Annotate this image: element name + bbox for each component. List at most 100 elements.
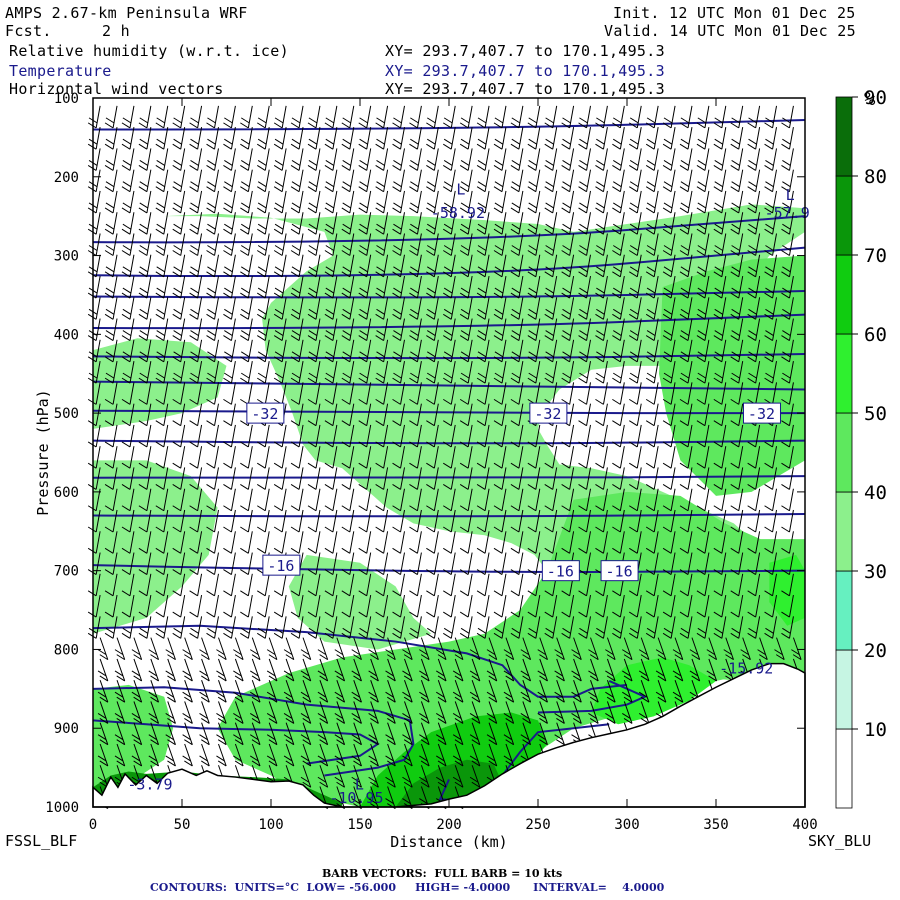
wind-barb	[738, 467, 744, 490]
wind-barb	[112, 212, 118, 235]
wind-barb	[247, 594, 253, 618]
wind-barb-flag	[138, 484, 148, 490]
wind-barb-flag	[206, 250, 215, 256]
wind-barb-flag	[522, 654, 531, 661]
wind-barb	[387, 701, 396, 724]
wind-barb	[725, 637, 734, 660]
wind-barb-flag	[273, 632, 283, 639]
wind-barb-flag	[645, 250, 655, 256]
wind-barb	[230, 424, 236, 448]
wind-barb-flag	[748, 308, 757, 315]
wind-barb-flag	[351, 734, 360, 741]
wind-barb	[315, 233, 321, 256]
wind-barb-flag	[476, 143, 486, 150]
wind-barb-flag	[629, 117, 639, 124]
wind-barb	[146, 339, 152, 362]
wind-barb-flag	[443, 207, 452, 214]
wind-barb-flag	[629, 250, 638, 256]
wind-barb-flag	[274, 351, 284, 358]
wind-barb	[788, 361, 794, 384]
wind-barb-flag	[527, 569, 537, 575]
wind-barb-flag	[459, 313, 469, 320]
wind-barb-flag	[138, 505, 148, 512]
wind-barb-flag	[317, 691, 327, 698]
wind-barb	[349, 105, 355, 128]
wind-barb-flag	[503, 670, 513, 677]
wind-barb-flag	[104, 632, 114, 639]
wind-barb	[488, 658, 498, 682]
wind-barb-flag	[747, 313, 756, 320]
wind-barb	[501, 190, 507, 214]
wind-barb	[670, 148, 676, 171]
wind-barb-flag	[104, 335, 114, 342]
wind-barb-flag	[595, 228, 604, 235]
wind-barb-flag	[104, 143, 114, 150]
wind-barb	[180, 169, 186, 192]
wind-barb-flag	[249, 755, 259, 762]
wind-barb-flag	[155, 292, 165, 299]
wind-barb-flag	[190, 223, 199, 230]
wind-barb	[484, 424, 490, 448]
wind-barb-flag	[454, 675, 464, 682]
wind-barb	[704, 488, 710, 511]
wind-barb	[112, 616, 118, 639]
wind-barb-flag	[268, 739, 278, 746]
colorbar-bin	[835, 728, 853, 809]
wind-barb	[247, 212, 253, 235]
wind-barb-flag	[588, 670, 597, 677]
wind-barb-flag	[476, 186, 486, 193]
wind-barb	[298, 573, 304, 596]
wind-barb-flag	[443, 143, 452, 150]
wind-barb-flag	[629, 245, 639, 251]
wind-barb-flag	[503, 713, 513, 719]
wind-barb	[704, 552, 710, 575]
wind-barb	[163, 212, 169, 235]
wind-barb-flag	[622, 713, 631, 719]
wind-barb	[450, 212, 456, 235]
wind-barb	[636, 318, 642, 341]
wind-barb-flag	[452, 649, 462, 656]
wind-barb-flag	[291, 202, 301, 209]
wind-barb-flag	[97, 649, 107, 656]
wind-barb	[366, 573, 372, 596]
wind-barb-flag	[680, 351, 690, 358]
wind-barb-flag	[613, 372, 622, 379]
wind-barb	[112, 446, 118, 469]
wind-barb-flag	[471, 654, 481, 661]
wind-barb-flag	[578, 313, 587, 320]
wind-barb-flag	[510, 207, 520, 214]
wind-barb	[552, 127, 558, 150]
wind-barb-flag	[266, 691, 276, 698]
wind-barb-flag	[155, 632, 165, 639]
wind-barb	[535, 297, 541, 320]
wind-barb-flag	[240, 181, 250, 188]
wind-barb-flag	[392, 356, 401, 363]
wind-barb	[180, 105, 186, 128]
wind-barb-flag	[376, 351, 385, 358]
wind-barb-flag	[679, 250, 689, 256]
wind-barb-flag	[319, 675, 328, 682]
wind-barb-flag	[697, 351, 707, 358]
wind-barb-flag	[452, 691, 462, 698]
wind-barb-flag	[460, 627, 470, 634]
wind-barb	[788, 148, 794, 171]
wind-barb-flag	[544, 250, 553, 256]
wind-barb-flag	[436, 734, 445, 741]
wind-barb-flag	[99, 696, 109, 703]
wind-barb	[636, 105, 642, 128]
wind-barb-flag	[392, 186, 401, 193]
wind-barb	[738, 254, 744, 277]
wind-barb-flag	[190, 266, 199, 273]
wind-barb-flag	[578, 441, 587, 448]
wind-barb-flag	[251, 739, 261, 746]
wind-barb-flag	[217, 760, 227, 767]
wind-barb	[201, 637, 210, 660]
wind-barb	[400, 509, 405, 533]
wind-barb-flag	[409, 228, 418, 235]
wind-barb-flag	[706, 670, 716, 677]
wind-barb-flag	[469, 649, 479, 656]
wind-barb-flag	[173, 627, 182, 634]
wind-barb	[264, 531, 270, 554]
wind-barb	[146, 467, 152, 490]
wind-barb	[268, 637, 278, 660]
